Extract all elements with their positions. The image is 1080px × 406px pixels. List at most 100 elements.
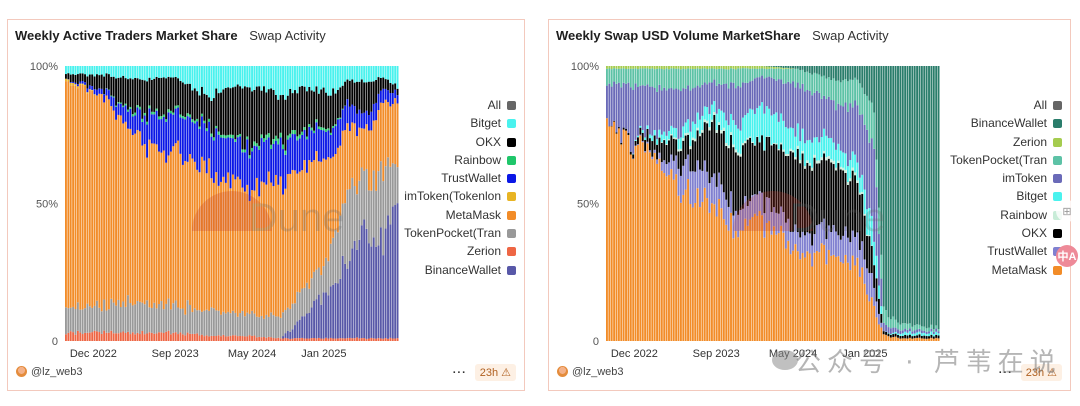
bar-segment-tokenpocket-tran[interactable] [222,311,225,335]
bar-segment-imtoken[interactable] [646,84,649,126]
bar-segment-binancewallet[interactable] [932,66,935,330]
bar-segment-trustwallet[interactable] [205,131,208,174]
bar-segment-okx[interactable] [689,149,692,172]
bar-segment-trustwallet[interactable] [648,150,651,153]
bar-segment-binancewallet[interactable] [880,66,883,255]
bar-segment-tokenpocket-tran[interactable] [348,189,351,262]
bar-segment-trustwallet[interactable] [758,191,761,211]
bar-segment-bitget[interactable] [372,66,375,82]
bar-segment-imtoken[interactable] [725,83,728,121]
legend-item-bitget[interactable]: Bitget [950,187,1062,205]
bar-segment-bitget[interactable] [699,119,701,134]
bar-segment-bitget[interactable] [873,241,876,266]
bar-segment-bitget[interactable] [210,66,213,101]
bar-segment-bitget[interactable] [675,128,678,138]
week-column[interactable] [768,66,771,341]
week-column[interactable] [88,66,91,341]
week-column[interactable] [81,66,84,341]
bar-segment-trustwallet[interactable] [96,89,98,96]
bar-segment-metamask[interactable] [846,262,849,341]
bar-segment-trustwallet[interactable] [84,82,86,85]
bar-segment-okx[interactable] [301,85,304,132]
bar-segment-rainbow[interactable] [732,144,735,148]
bar-segment-metamask[interactable] [768,220,771,341]
bar-segment-imtoken-tokenlon[interactable] [84,84,86,87]
bar-segment-zerion[interactable] [265,337,268,341]
bar-segment-rainbow[interactable] [706,120,709,124]
bar-segment-trustwallet[interactable] [329,134,332,159]
bar-segment-metamask[interactable] [937,338,940,341]
bar-segment-metamask[interactable] [849,270,852,341]
bar-segment-trustwallet[interactable] [839,239,842,262]
week-column[interactable] [753,66,756,341]
bar-segment-zerion[interactable] [119,332,122,341]
bar-segment-zerion[interactable] [241,336,244,341]
bar-segment-zerion[interactable] [341,338,344,341]
bar-segment-metamask[interactable] [868,301,871,341]
bar-segment-trustwallet[interactable] [227,137,230,173]
bar-segment-metamask[interactable] [656,163,658,341]
bar-segment-tokenpocket-tran[interactable] [648,68,651,87]
week-column[interactable] [179,66,182,341]
bar-segment-metamask[interactable] [928,338,930,341]
bar-segment-metamask[interactable] [830,255,833,341]
bar-segment-metamask[interactable] [777,233,780,341]
week-column[interactable] [694,66,697,341]
week-column[interactable] [215,66,218,341]
week-column[interactable] [332,66,335,341]
bar-segment-trustwallet[interactable] [382,88,385,104]
bar-segment-okx[interactable] [363,82,366,113]
bar-segment-trustwallet[interactable] [756,194,759,216]
week-column[interactable] [382,66,385,341]
bar-segment-metamask[interactable] [684,189,687,341]
bar-segment-tokenpocket-tran[interactable] [277,316,280,338]
bar-segment-metamask[interactable] [339,145,342,216]
bar-segment-okx[interactable] [336,89,339,119]
bar-segment-tokenpocket-tran[interactable] [301,288,304,317]
bar-segment-okx[interactable] [701,132,704,171]
bar-segment-zerion[interactable] [722,66,725,70]
bar-segment-metamask[interactable] [336,147,339,233]
bar-segment-bitget[interactable] [251,66,253,92]
bar-segment-bitget[interactable] [103,66,106,77]
bar-segment-okx[interactable] [267,89,270,134]
week-column[interactable] [720,66,723,341]
bar-segment-tokenpocket-tran[interactable] [830,80,833,100]
bar-segment-bitget[interactable] [124,66,127,79]
bar-segment-metamask[interactable] [239,179,242,314]
bar-segment-okx[interactable] [730,134,732,192]
bar-segment-zerion[interactable] [634,66,637,69]
bar-segment-bitget[interactable] [351,66,354,80]
week-column[interactable] [294,66,296,341]
bar-segment-trustwallet[interactable] [167,112,170,156]
bar-segment-bitget[interactable] [911,333,914,337]
bar-segment-binancewallet[interactable] [873,66,876,113]
bar-segment-bitget[interactable] [258,66,261,87]
bar-segment-imtoken[interactable] [870,138,873,216]
bar-segment-trustwallet[interactable] [706,171,709,199]
bar-segment-okx[interactable] [646,128,649,142]
bar-segment-trustwallet[interactable] [91,86,94,90]
bar-segment-trustwallet[interactable] [294,134,296,171]
bar-segment-tokenpocket-tran[interactable] [928,327,930,332]
bar-segment-okx[interactable] [784,156,787,223]
bar-segment-binancewallet[interactable] [920,66,923,327]
bar-segment-metamask[interactable] [756,215,759,341]
bar-segment-okx[interactable] [660,142,663,163]
bar-segment-rainbow[interactable] [305,136,308,140]
bar-segment-binancewallet[interactable] [377,245,380,339]
bar-segment-okx[interactable] [846,184,849,238]
bar-segment-rainbow[interactable] [150,111,153,115]
bar-segment-tokenpocket-tran[interactable] [243,316,246,337]
legend-item-zerion[interactable]: Zerion [950,133,1062,151]
bar-segment-rainbow[interactable] [837,160,840,164]
bar-segment-tokenpocket-tran[interactable] [308,288,311,313]
bar-segment-bitget[interactable] [846,166,849,182]
bar-segment-rainbow[interactable] [811,167,814,171]
bar-segment-metamask[interactable] [81,84,84,310]
bar-segment-trustwallet[interactable] [160,119,163,153]
bar-segment-trustwallet[interactable] [837,235,840,257]
bar-segment-imtoken[interactable] [732,82,735,121]
bar-segment-binancewallet[interactable] [353,240,356,339]
bar-segment-rainbow[interactable] [341,108,344,110]
